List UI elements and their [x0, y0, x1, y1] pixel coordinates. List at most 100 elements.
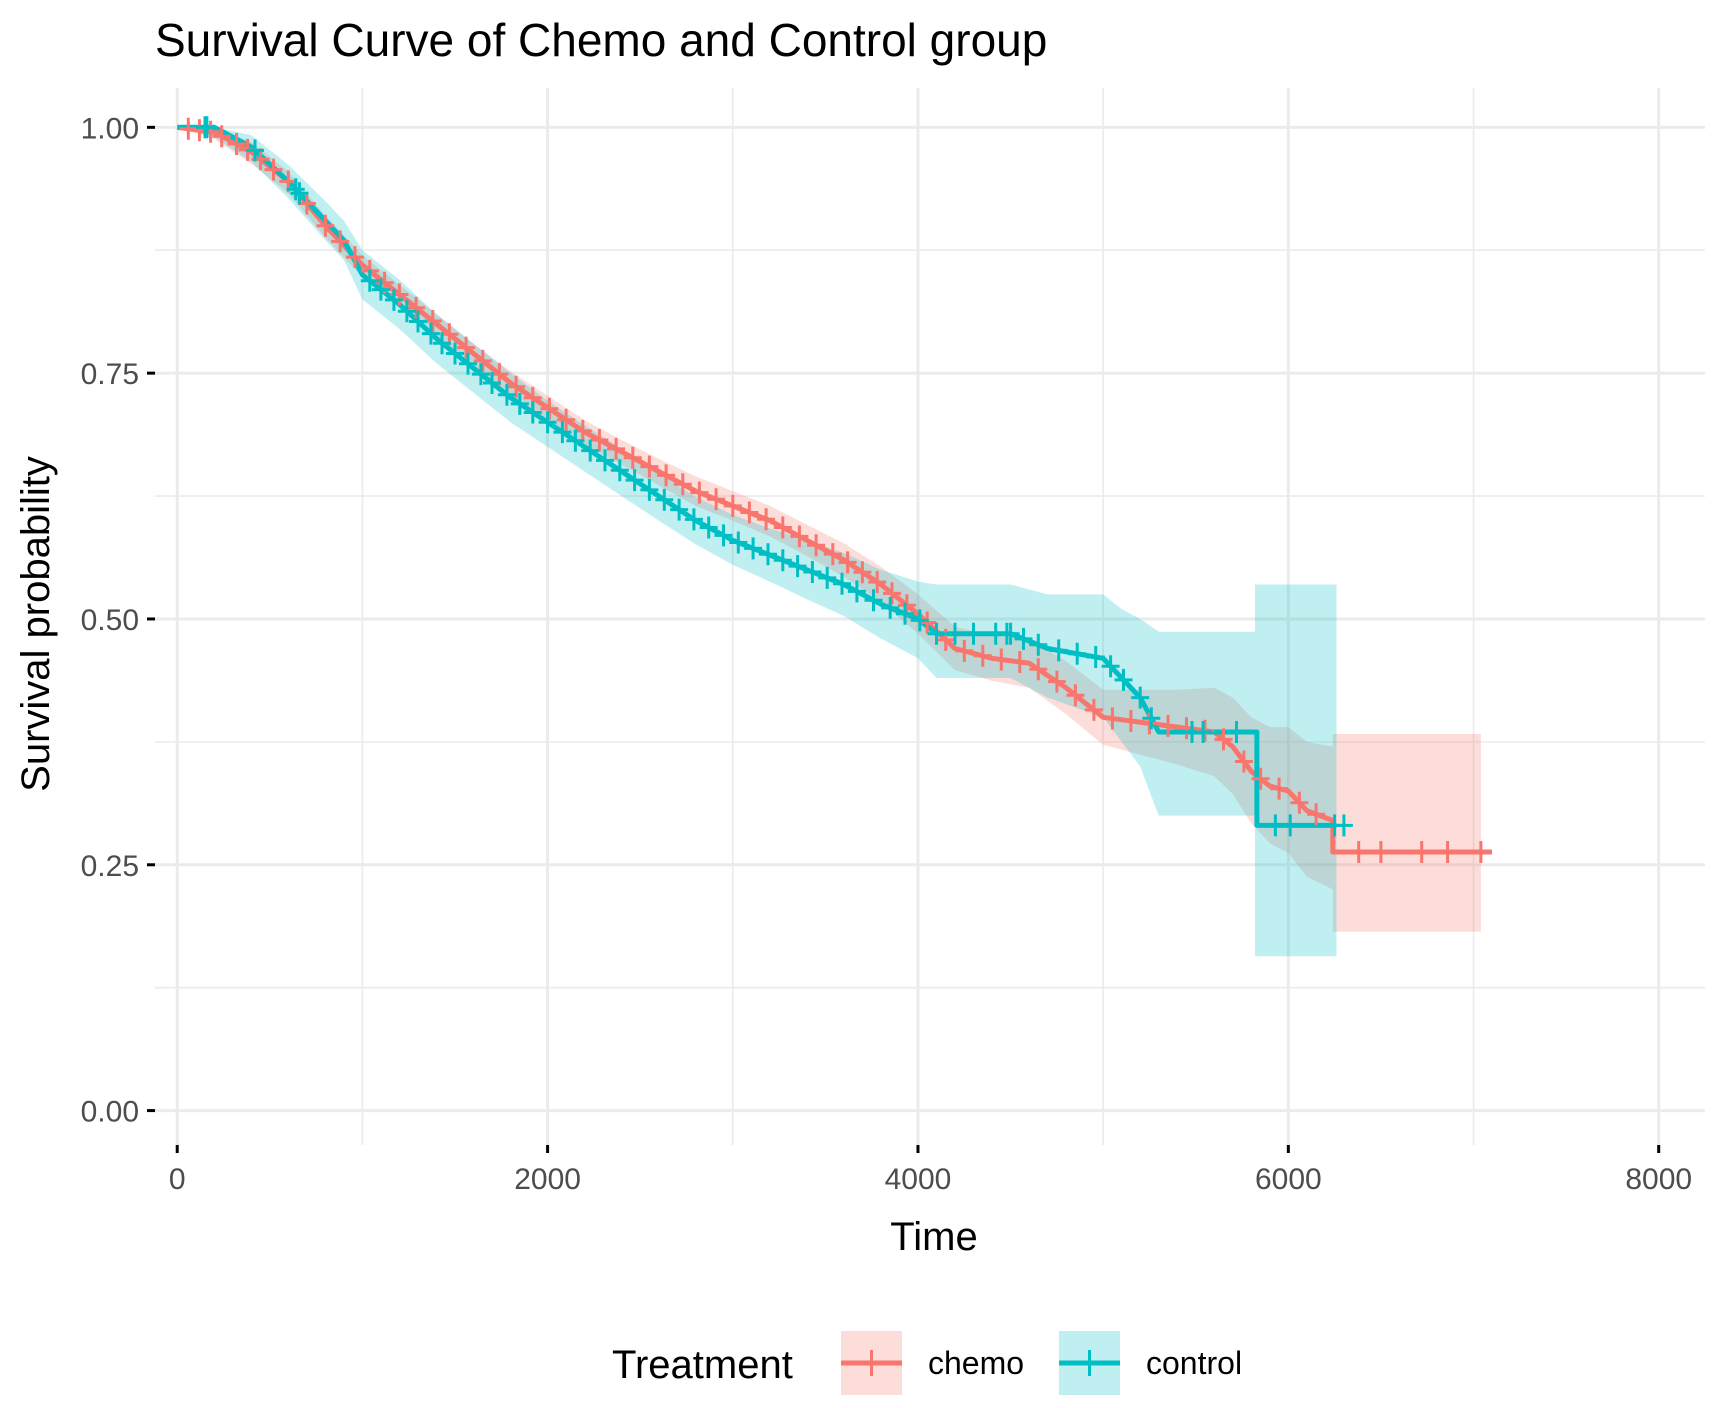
control-censor-mark: [964, 622, 983, 645]
chemo-censor-mark: [346, 246, 364, 269]
control-censor-mark: [446, 342, 464, 365]
control-censor-mark: [803, 561, 822, 583]
chemo-censor-mark: [264, 158, 283, 181]
chemo-censor-mark: [883, 582, 901, 605]
chemo-censor-mark: [1066, 684, 1085, 707]
control-censor-mark: [1086, 646, 1105, 668]
control-censor-mark: [246, 139, 264, 162]
control-censor-mark: [1114, 668, 1133, 691]
x-tick-label: 4000: [885, 1163, 952, 1196]
control-censor-mark: [818, 566, 837, 589]
chemo-censor-mark: [657, 464, 676, 487]
legend-label-control: control: [1146, 1345, 1242, 1381]
control-confidence-band: [177, 127, 1337, 957]
control-censor-mark: [1227, 721, 1246, 743]
chemo-censor-mark: [212, 125, 231, 148]
chemo-censor-mark: [607, 437, 626, 460]
y-tick-label: 0.00: [81, 1096, 139, 1129]
chemo-censor-mark: [823, 543, 842, 566]
chemo-censor-mark: [673, 473, 692, 496]
chart-title: Survival Curve of Chemo and Control grou…: [155, 14, 1047, 66]
chemo-censor-mark: [227, 133, 246, 155]
control-censor-mark: [946, 622, 964, 645]
grid-lines: [155, 88, 1705, 1145]
control-censor-mark: [581, 439, 600, 462]
control-censor-mark: [510, 392, 529, 415]
x-tick-label: 8000: [1625, 1163, 1692, 1196]
control-censor-mark: [714, 524, 733, 547]
chemo-censor-mark: [590, 429, 609, 451]
control-censor-mark: [699, 516, 718, 539]
axes: 0.00 0.25 0.50 0.75 1.00 0 2000 4000 6000 8000: [81, 112, 1692, 1196]
y-tick-label: 0.75: [81, 358, 139, 391]
chemo-censor-mark: [740, 501, 759, 524]
control-censor-mark: [1131, 686, 1150, 709]
chemo-censor-mark: [1251, 767, 1270, 790]
chemo-censor-mark: [1084, 698, 1103, 721]
chemo-confidence-band: [177, 127, 1481, 932]
control-censor-mark: [286, 178, 305, 201]
control-censor-mark: [773, 549, 792, 572]
chemo-censor-mark: [1371, 841, 1390, 863]
chemo-censor-mark: [807, 534, 826, 557]
control-censor-mark: [471, 363, 490, 386]
chemo-censor-mark: [331, 230, 350, 253]
control-censor-mark: [655, 488, 674, 511]
chemo-censor-mark: [557, 408, 576, 431]
x-tick-label: 2000: [514, 1163, 581, 1196]
legend: Treatment chemo control: [612, 1331, 1242, 1395]
control-censor-mark: [881, 596, 900, 619]
control-censor-mark: [684, 508, 703, 531]
chemo-censor-mark: [936, 628, 955, 651]
control-censor-mark: [896, 602, 914, 625]
chemo-censor-mark: [773, 516, 792, 539]
y-tick-label: 0.50: [81, 604, 139, 637]
control-censor-mark: [1001, 622, 1020, 645]
chemo-censor-mark: [473, 349, 492, 372]
chemo-censor-mark: [1307, 803, 1326, 826]
control-censor-mark: [1334, 814, 1353, 837]
control-censor-mark: [744, 537, 763, 560]
censor-marks: [179, 116, 1490, 863]
legend-label-chemo: chemo: [928, 1345, 1024, 1381]
chemo-censor-mark: [1438, 841, 1457, 863]
control-censor-mark: [433, 332, 451, 355]
control-censor-mark: [670, 498, 689, 521]
control-censor-mark: [910, 609, 929, 632]
chemo-censor-mark: [1159, 714, 1177, 737]
chemo-censor-mark: [992, 648, 1011, 671]
chemo-censor-mark: [1349, 841, 1368, 863]
chemo-censor-mark: [690, 481, 709, 504]
chemo-censor-mark: [853, 561, 872, 584]
control-censor-mark: [553, 421, 572, 444]
control-censor-mark: [833, 572, 851, 595]
control-censor-mark: [847, 580, 866, 603]
y-tick-label: 1.00: [81, 112, 139, 145]
chemo-censor-mark: [623, 446, 642, 469]
control-censor-mark: [360, 269, 379, 292]
chemo-censor-mark: [1471, 841, 1490, 863]
control-censor-mark: [409, 310, 427, 333]
chemo-censor-mark: [757, 508, 776, 531]
control-censor-mark: [290, 182, 309, 205]
chemo-censor-mark: [838, 551, 857, 574]
control-censor-mark: [640, 478, 659, 501]
control-censor-mark: [384, 288, 403, 311]
chemo-censor-mark: [868, 571, 887, 594]
control-censor-mark: [610, 459, 629, 482]
confidence-bands: [177, 127, 1481, 957]
control-censor-mark: [1281, 814, 1300, 837]
chemo-censor-mark: [640, 455, 659, 478]
control-censor-mark: [1049, 639, 1068, 662]
chemo-censor-mark: [1047, 670, 1066, 693]
control-censor-mark: [729, 531, 748, 554]
chemo-censor-mark: [723, 494, 742, 517]
chemo-censor-mark: [407, 296, 426, 319]
control-censor-mark: [788, 555, 807, 578]
x-tick-label: 0: [169, 1163, 186, 1196]
control-censor-mark: [927, 622, 946, 645]
chemo-censor-mark: [457, 336, 476, 359]
control-censor-mark: [1194, 721, 1213, 743]
